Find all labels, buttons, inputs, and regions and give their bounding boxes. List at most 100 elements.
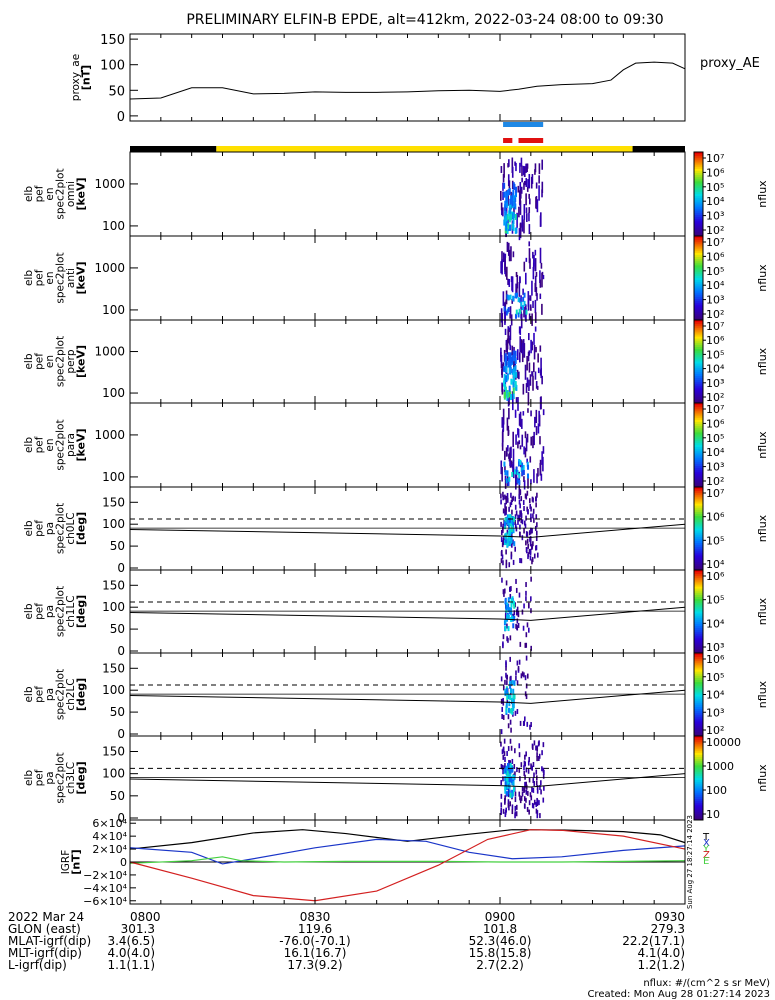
en_perp-cell [512, 387, 515, 394]
en_omni-cell [507, 189, 509, 206]
en_anti-cell [501, 251, 503, 263]
pa_ch1-colorbar-cell [694, 611, 703, 615]
pa_ch1-ylabel-line: pa [44, 605, 56, 618]
en_omni-colorbar-cell [694, 227, 703, 231]
pa_ch1-cell [503, 588, 506, 594]
en_anti-cell [515, 271, 518, 277]
pa_ch2-cell [500, 676, 503, 682]
pa_ch3-cell [508, 789, 511, 795]
en_para-ylabel-line: para [65, 433, 77, 457]
pa_ch3-cell [502, 808, 505, 814]
en_anti-cell [501, 259, 503, 275]
pa_ch0-colorbar-cell [694, 489, 703, 492]
en_anti-cell [505, 299, 507, 304]
pa_ch3-cell [535, 801, 538, 807]
en_anti-cell [508, 249, 511, 262]
pa_ch3-cell [507, 799, 510, 805]
pa_ch0-cell [531, 544, 533, 550]
en_omni-cell [514, 161, 516, 166]
pa_ch2-colorbar-cell [694, 717, 703, 720]
en_perp-cell [517, 397, 519, 411]
pa_ch3-cell [504, 795, 506, 801]
en_para-colorbar-cell [694, 426, 703, 429]
pa_ch0-cell [529, 541, 532, 547]
pa_ch1-colorbar-cell [694, 632, 703, 635]
pa_ch2-cell [510, 707, 513, 713]
pa_ch3-cell [532, 803, 535, 809]
pa_ch3-cell [509, 738, 512, 744]
en_perp-cell [534, 371, 537, 380]
pa_ch0-cell [515, 526, 518, 532]
pa_ch0-cell [504, 494, 506, 500]
igrf-legend-z: Z [703, 850, 710, 861]
en_omni-ylabel-line: [keV] [74, 177, 87, 210]
pa_ch0-colorbar-cell [694, 538, 703, 542]
pa_ch0-cell [514, 523, 517, 529]
en_para-cell [527, 464, 530, 470]
pa_ch0-cell [506, 529, 509, 535]
en_perp-colorbar-cell [694, 351, 703, 354]
en_anti-cell [515, 309, 518, 315]
en_para-cell [518, 440, 521, 445]
en_para-colorbar-tick-label: 10⁴ [706, 446, 725, 459]
pa_ch1-cell [512, 623, 515, 629]
en_anti-colorbar-cell [694, 240, 703, 243]
en_perp-colorbar-cell [694, 394, 703, 398]
en_perp-colorbar-cell [694, 369, 703, 373]
pa_ch0-cell [508, 536, 511, 542]
en_omni-cell [503, 163, 505, 178]
en_anti-cell [516, 274, 519, 289]
en_perp-cell [533, 332, 535, 345]
pa_ch2-loss-cone-line [129, 689, 686, 704]
en_perp-cell [527, 392, 530, 406]
en_perp-cell [515, 397, 518, 404]
pa_ch0-colorbar-cell [694, 518, 703, 521]
pa_ch0-cell [519, 510, 521, 516]
pa_ch3-cell [536, 756, 538, 762]
en_perp-cell [533, 344, 536, 360]
en_perp-cell [501, 384, 504, 395]
en_omni-colorbar-cell [694, 208, 703, 212]
en_para-colorbar-cell [694, 434, 703, 438]
pa_ch0-colorbar-cell [694, 513, 703, 517]
en_omni-cell [506, 189, 509, 196]
pa_ch3-cell [504, 809, 507, 815]
igrf-ytick-label: −6×10⁴ [83, 895, 127, 908]
en_anti-colorbar-cell [694, 299, 703, 302]
pa_ch0-cell [501, 542, 504, 548]
en_para-cell [532, 435, 534, 449]
en_perp-colorbar-cell [694, 363, 703, 367]
state-bar-segment [632, 146, 685, 152]
en_para-ylabel-line: en [44, 438, 56, 451]
pa_ch2-cell [516, 660, 519, 666]
en_omni-colorbar-tick-label: 10⁵ [706, 181, 724, 194]
en_para-colorbar-cell [694, 445, 703, 448]
pa_ch1-colorbar-cell [694, 628, 703, 631]
pa_ch0-cell [500, 521, 502, 527]
en_omni-colorbar-cell [694, 168, 703, 172]
en_omni-cell [521, 222, 524, 232]
en_anti-cell [500, 308, 503, 323]
pa_ch1-ylabel-line: spec2plot [54, 586, 66, 637]
pa_ch0-colorbar-cell [694, 557, 703, 561]
en_perp-cell [532, 375, 534, 391]
en_para-cell [517, 441, 519, 449]
pa_ch1-ytick-label: 50 [110, 622, 125, 636]
pa_ch1-colorbar-cell [694, 634, 703, 637]
en_omni-cell [505, 201, 508, 208]
en_omni-colorbar-cell [694, 202, 703, 205]
en_perp-cell [512, 394, 514, 411]
pa_ch2-colorbar-cell [694, 669, 703, 673]
en_anti-colorbar-cell [694, 311, 703, 315]
pa_ch1-colorbar-tick-label: 10⁵ [706, 594, 724, 607]
en_perp-cell [509, 325, 512, 341]
pa_ch1-cell [509, 609, 512, 615]
en_omni-cell [526, 186, 529, 192]
pa_ch0-colorbar-cell [694, 491, 703, 494]
en_para-colorbar-cell [694, 468, 703, 471]
en_para-colorbar-tick-label: 10⁷ [706, 403, 724, 416]
en_omni-cell [510, 214, 513, 221]
en_anti-cell [502, 291, 505, 306]
pa_ch0-cell [505, 563, 508, 569]
en_anti-cell [504, 301, 507, 307]
